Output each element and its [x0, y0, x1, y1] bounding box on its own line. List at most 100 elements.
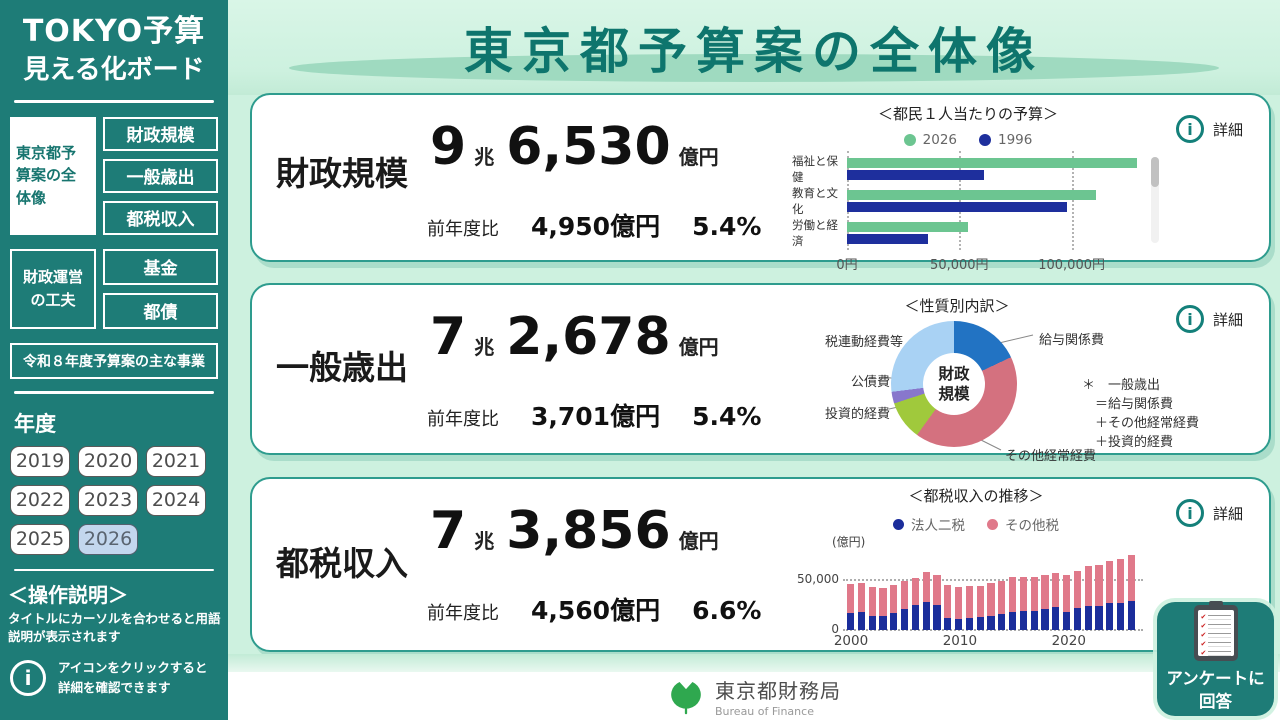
- segment-法人二税: [1095, 605, 1103, 630]
- footer: 東京都財務局 Bureau of Finance: [228, 672, 1280, 720]
- segment-法人二税: [987, 615, 995, 630]
- stacked-bar-2012: [976, 585, 984, 630]
- bar-group: [847, 219, 1139, 246]
- segment-その他税: [900, 581, 909, 609]
- x-tick: 0円: [836, 258, 858, 273]
- nav-current-overview[interactable]: 東京都予算案の全体像: [10, 116, 96, 235]
- year-button-2021[interactable]: 2021: [146, 445, 206, 477]
- year-button-2020[interactable]: 2020: [78, 445, 138, 477]
- detail-info-icon[interactable]: i: [1175, 115, 1204, 143]
- chart-title: ＜都民１人当たりの予算＞: [877, 105, 1058, 123]
- segment-その他税: [857, 583, 866, 612]
- org-name: 東京都財務局 Bureau of Finance: [715, 678, 841, 718]
- yoy-row: 前年度比 4,950億円 5.4%: [427, 212, 762, 241]
- gridline-50000: [843, 579, 1143, 582]
- bar-2026: [847, 221, 969, 232]
- year-button-2019[interactable]: 2019: [10, 445, 70, 477]
- segment-その他税: [1019, 577, 1028, 611]
- stacked-bar-2008: [933, 574, 941, 630]
- detail-label: 詳細: [1212, 120, 1243, 139]
- stacked-bar-2026: [1127, 555, 1136, 630]
- expenditure-donut-chart: 財政 規模 税連動経費等 公債費 投資的経費 給与関係費 その他経常経費: [825, 317, 1257, 467]
- segment-その他税: [847, 584, 855, 613]
- segment-法人二税: [1116, 602, 1125, 630]
- nav-item-funds[interactable]: 基金: [103, 248, 218, 285]
- stacked-bar-2005: [900, 581, 909, 630]
- stacked-bar-2016: [1019, 577, 1028, 630]
- slice-label: その他経常経費: [1005, 449, 1097, 464]
- year-button-2023[interactable]: 2023: [78, 484, 138, 516]
- x-tick: 2000: [833, 633, 869, 649]
- sidebar-divider: [14, 568, 214, 571]
- stacked-bar-2015: [1008, 577, 1017, 630]
- bar-1996: [847, 201, 1068, 212]
- segment-法人二税: [998, 613, 1006, 630]
- slice-label: 公債費: [851, 375, 891, 390]
- survey-button[interactable]: ✔ ✔ ✔ ✔ ✔ アンケートに 回答: [1157, 600, 1274, 716]
- stacked-bar-2017: [1030, 576, 1038, 630]
- stacked-bar-2025: [1116, 558, 1125, 630]
- segment-その他税: [1008, 577, 1017, 612]
- segment-その他税: [1106, 560, 1114, 603]
- nav-item-bonds[interactable]: 都債: [103, 292, 218, 329]
- nav-item-fiscal-management[interactable]: 財政運営の工夫: [10, 248, 96, 329]
- gridline: [959, 151, 962, 250]
- segment-その他税: [987, 582, 995, 616]
- category-labels: 福祉と保健 教育と文化 労働と経済: [792, 153, 847, 248]
- year-button-2022[interactable]: 2022: [10, 484, 70, 516]
- y-tick: 0: [831, 622, 839, 636]
- segment-法人二税: [1041, 608, 1049, 630]
- donut: 財政 規模: [891, 321, 1017, 447]
- segment-法人二税: [1030, 611, 1038, 630]
- stacked-bar-2022: [1084, 566, 1092, 630]
- year-button-2026[interactable]: 2026: [78, 523, 138, 555]
- survey-clipboard-icon: ✔ ✔ ✔ ✔ ✔: [1193, 600, 1238, 661]
- survey-label: アンケートに 回答: [1166, 668, 1265, 711]
- stacked-bar-2001: [857, 583, 866, 630]
- yoy-row: 前年度比 3,701億円 5.4%: [427, 402, 762, 431]
- stacked-bar-2020: [1062, 575, 1071, 630]
- category-label: 福祉と保健: [792, 153, 838, 184]
- detail-info-icon[interactable]: i: [1175, 305, 1204, 333]
- segment-その他税: [954, 586, 963, 619]
- help-text: タイトルにカーソルを合わせると用語説明が表示されます: [8, 610, 221, 644]
- slice-label: 投資的経費: [825, 407, 891, 422]
- bar-1996: [847, 233, 928, 244]
- segment-その他税: [1052, 572, 1060, 607]
- segment-法人二税: [879, 615, 887, 630]
- segment-その他税: [998, 580, 1006, 614]
- nav-item-main-projects[interactable]: 令和８年度予算案の主な事業: [10, 342, 218, 379]
- segment-法人二税: [1106, 602, 1114, 630]
- year-button-2025[interactable]: 2025: [10, 523, 70, 555]
- nav-item-general-expenditure[interactable]: 一般歳出: [103, 158, 218, 193]
- year-button-2024[interactable]: 2024: [146, 484, 206, 516]
- segment-その他税: [1084, 566, 1092, 606]
- stacked-bars: [847, 553, 1141, 630]
- stacked-bar-2014: [998, 580, 1006, 630]
- detail-label: 詳細: [1212, 310, 1243, 329]
- segment-法人二税: [1127, 601, 1136, 630]
- stacked-bar-2007: [922, 572, 930, 630]
- segment-法人二税: [1062, 612, 1071, 630]
- segment-法人二税: [944, 617, 952, 630]
- scrollbar-thumb[interactable]: [1151, 157, 1159, 187]
- x-tick: 2010: [942, 633, 978, 649]
- stacked-bar-2019: [1052, 572, 1060, 630]
- card-title: 一般歳出: [276, 348, 408, 387]
- year-selector: 2019 2020 2021 2022 2023 2024 2025 2026: [0, 445, 228, 555]
- chart-scrollbar[interactable]: [1151, 157, 1159, 243]
- segment-その他税: [922, 572, 930, 602]
- segment-法人二税: [890, 612, 898, 630]
- segment-その他税: [965, 586, 974, 618]
- segment-法人二税: [857, 611, 866, 630]
- nav-item-tax-revenue[interactable]: 都税収入: [103, 200, 218, 235]
- segment-法人二税: [976, 616, 984, 630]
- segment-法人二税: [1008, 611, 1017, 630]
- tax-revenue-stacked-chart: ＜都税収入の推移＞ 法人二税 その他税 (億円) 50,000 0 2000 201…: [792, 485, 1160, 649]
- nav-item-fiscal-scale[interactable]: 財政規模: [103, 116, 218, 151]
- detail-info-icon[interactable]: i: [1175, 499, 1204, 527]
- x-axis-line: [843, 629, 1143, 631]
- segment-法人二税: [847, 612, 855, 630]
